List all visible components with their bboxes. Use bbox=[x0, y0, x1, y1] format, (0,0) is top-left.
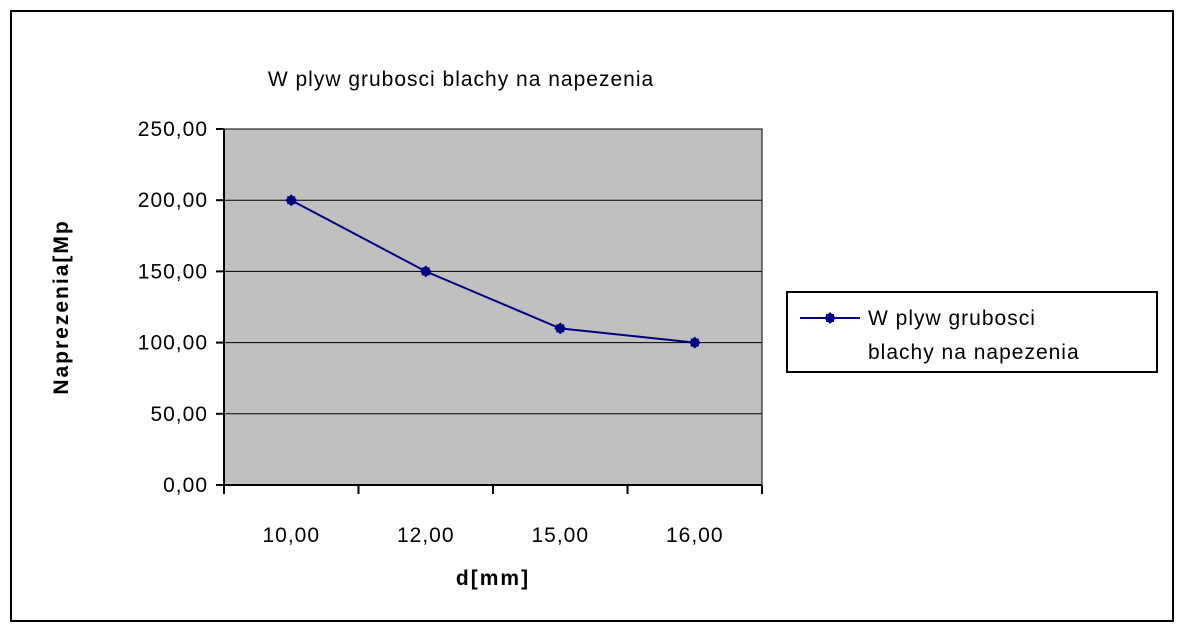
data-point bbox=[554, 322, 567, 335]
x-tick-label: 16,00 bbox=[666, 524, 724, 547]
y-tick-label: 0,00 bbox=[163, 474, 208, 497]
y-tick-label: 150,00 bbox=[138, 260, 208, 283]
legend-label-line2: blachy na napezenia bbox=[868, 341, 1080, 364]
y-tick-label: 100,00 bbox=[138, 332, 208, 355]
legend: W plyw grubosci blachy na napezenia bbox=[786, 291, 1158, 373]
y-tick-label: 200,00 bbox=[138, 189, 208, 212]
chart-frame: W plyw grubosci blachy na napezenia 0,00… bbox=[10, 10, 1174, 622]
data-point bbox=[285, 194, 298, 207]
grid-lines bbox=[224, 128, 762, 415]
legend-box bbox=[786, 291, 1158, 373]
y-tick-label: 50,00 bbox=[150, 403, 208, 426]
x-tick-label: 10,00 bbox=[262, 524, 320, 547]
data-point bbox=[688, 336, 701, 349]
chart-title: W plyw grubosci blachy na napezenia bbox=[268, 68, 654, 91]
y-tick-label: 250,00 bbox=[138, 118, 208, 141]
x-axis-label: d[mm] bbox=[456, 567, 530, 590]
legend-marker bbox=[824, 312, 836, 324]
line-chart: W plyw grubosci blachy na napezenia 0,00… bbox=[50, 68, 1158, 590]
y-axis-label: Naprezenia[Mp bbox=[50, 219, 73, 394]
data-point bbox=[419, 265, 432, 278]
x-tick-label: 15,00 bbox=[531, 524, 589, 547]
plot-area bbox=[223, 128, 763, 486]
y-axis-ticks: 0,00 50,00 100,00 150,00 200,00 250,00 bbox=[138, 118, 224, 497]
data-series bbox=[285, 194, 701, 349]
x-tick-label: 12,00 bbox=[397, 524, 455, 547]
x-axis-ticks: 10,00 12,00 15,00 16,00 bbox=[223, 485, 763, 547]
legend-label-line1: W plyw grubosci bbox=[868, 307, 1036, 330]
series-line bbox=[290, 199, 695, 344]
